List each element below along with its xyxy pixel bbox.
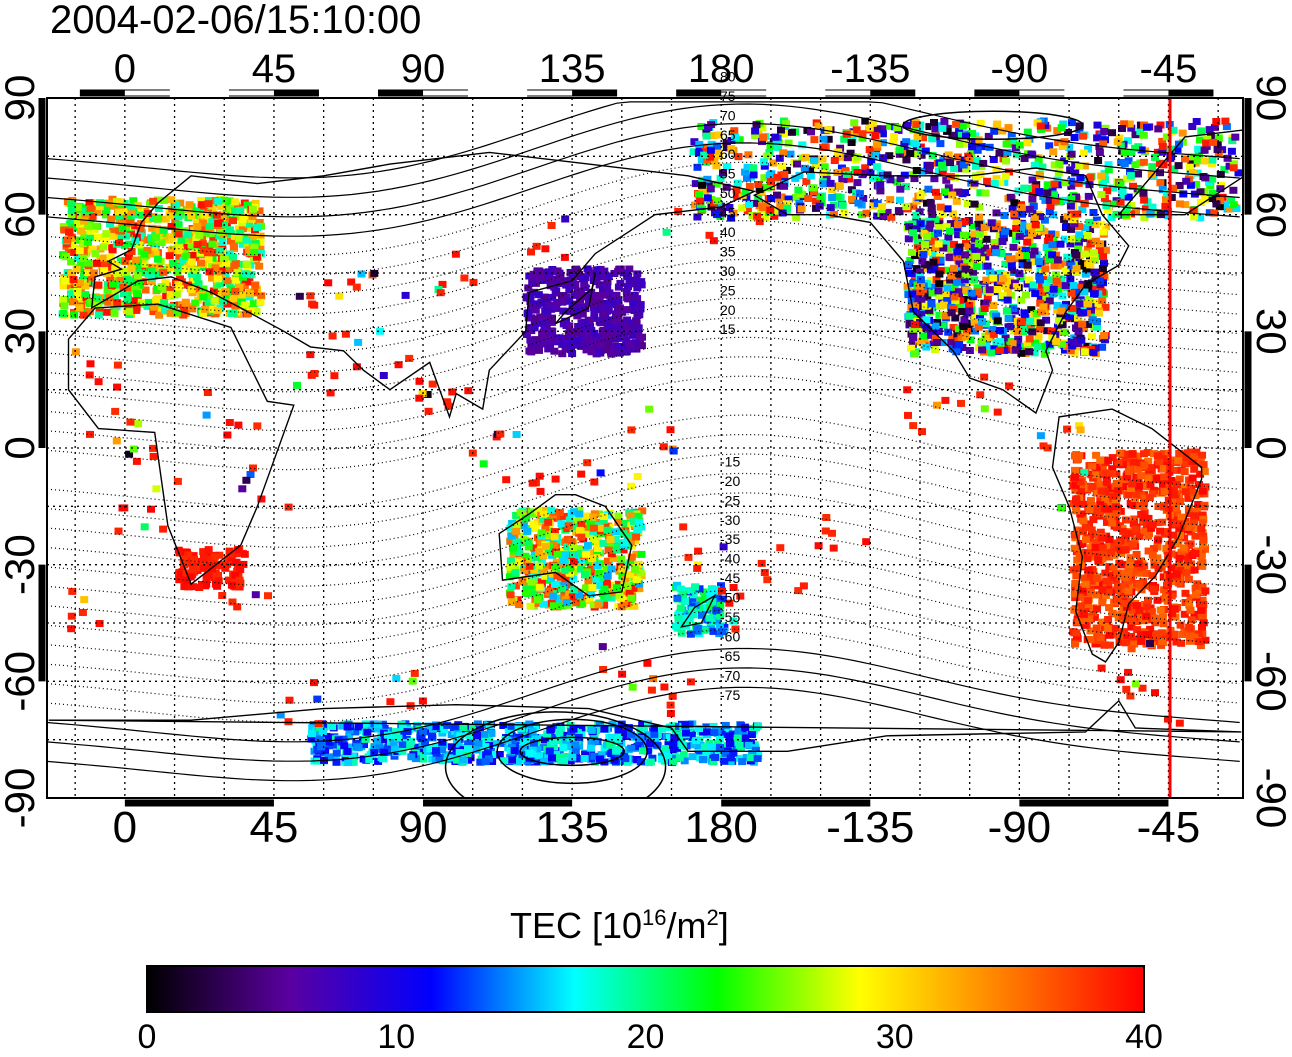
contour-label: -65 xyxy=(720,648,740,664)
contour-label: -15 xyxy=(720,453,740,469)
contour-label: 55 xyxy=(720,166,736,182)
lat-tick-label-right: -60 xyxy=(1248,651,1292,712)
lon-tick-label-bottom: 90 xyxy=(399,803,448,852)
colorbar-tick-label: 30 xyxy=(875,1018,914,1056)
graticule xyxy=(47,98,1243,798)
lon-tick-label-top: 45 xyxy=(252,47,297,91)
contour-label: -60 xyxy=(720,628,740,644)
map-frame xyxy=(46,97,1244,799)
tec-region-southern-africa xyxy=(174,546,249,591)
tec-scattered xyxy=(67,173,1184,728)
lat-tick-label-right: 60 xyxy=(1248,191,1292,238)
lon-tick-label-top: -90 xyxy=(990,47,1048,91)
lon-tick-label-bottom: -90 xyxy=(988,803,1052,852)
tec-region-new-zealand xyxy=(671,581,729,638)
contour-label: 70 xyxy=(720,107,736,123)
contour-label: 20 xyxy=(720,302,736,318)
contour-label: -55 xyxy=(720,609,740,625)
contour-label: -20 xyxy=(720,473,740,489)
lon-tick-label-bottom: 45 xyxy=(249,803,298,852)
tec-region-japan-east-asia xyxy=(522,265,646,358)
contour-label: 80 xyxy=(720,68,736,84)
contour-label: 75 xyxy=(720,88,736,104)
contour-label: 65 xyxy=(720,127,736,143)
colorbar-tick-label: 40 xyxy=(1125,1018,1163,1056)
contour-label: 15 xyxy=(720,321,736,337)
lon-tick-label-bottom: 0 xyxy=(113,803,137,852)
tec-map: 0045459090135135180180-135-135-90-90-45-… xyxy=(0,47,1292,852)
lon-tick-label-top: 180 xyxy=(688,47,755,91)
lat-tick-label-right: 30 xyxy=(1248,308,1292,355)
colorbar-tick-label: 0 xyxy=(137,1018,157,1056)
lat-tick-label-left: 60 xyxy=(0,191,43,238)
colorbar-tick-label: 10 xyxy=(377,1018,416,1056)
lat-tick-label-left: 30 xyxy=(0,308,43,355)
lon-tick-label-bottom: -135 xyxy=(826,803,914,852)
lon-tick-label-bottom: -45 xyxy=(1137,803,1201,852)
lon-tick-label-top: 135 xyxy=(539,47,606,91)
contour-label: 30 xyxy=(720,263,736,279)
magnetic-latitude-contours xyxy=(47,101,1240,798)
lat-tick-label-left: -90 xyxy=(0,768,43,829)
lon-tick-label-top: 0 xyxy=(114,47,136,91)
contour-label: -70 xyxy=(720,667,740,683)
colorbar-tick-label: 20 xyxy=(626,1018,665,1056)
lat-tick-label-right: -90 xyxy=(1248,768,1292,829)
colorbar-gradient xyxy=(146,965,1145,1013)
colorbar-title: TEC [1016/m2] xyxy=(510,905,729,946)
lon-tick-label-top: -45 xyxy=(1140,47,1198,91)
contour-labels: 80 75 70 65 60 55 50 45 40 35 30 25 20 15 -15 -20 -25 -30… xyxy=(720,68,740,702)
map-axes: 0045459090135135180180-135-135-90-90-45-… xyxy=(0,47,1292,852)
lat-tick-label-left: 90 xyxy=(0,75,43,122)
lat-tick-label-left: -30 xyxy=(0,534,43,595)
contour-label: 45 xyxy=(720,205,736,221)
contour-label: 35 xyxy=(720,243,736,259)
lat-tick-label-left: -60 xyxy=(0,651,43,712)
contour-label: 50 xyxy=(720,185,736,201)
timestamp-title: 2004-02-06/15:10:00 xyxy=(50,0,422,42)
contour-label: -25 xyxy=(720,492,740,508)
tec-region-europe xyxy=(58,195,266,319)
contour-label: 40 xyxy=(720,224,736,240)
tec-region-north-america xyxy=(903,215,1111,358)
lon-tick-label-top: -135 xyxy=(830,47,910,91)
lon-tick-label-bottom: 180 xyxy=(684,803,757,852)
lat-tick-label-right: 90 xyxy=(1248,75,1292,122)
contour-label: 60 xyxy=(720,146,736,162)
contour-label: -50 xyxy=(720,590,740,606)
tec-region-australia xyxy=(505,506,647,611)
contour-label: -40 xyxy=(720,551,740,567)
coastlines xyxy=(48,129,1243,752)
contour-label: -75 xyxy=(720,687,740,703)
lon-tick-label-bottom: 135 xyxy=(535,803,608,852)
lat-tick-label-right: -30 xyxy=(1248,534,1292,595)
contour-label: -30 xyxy=(720,512,740,528)
contour-label: -45 xyxy=(720,570,740,586)
contour-label: -35 xyxy=(720,531,740,547)
lat-tick-label-left: 0 xyxy=(0,436,43,459)
contour-label: 25 xyxy=(720,282,736,298)
lat-tick-label-right: 0 xyxy=(1248,436,1292,459)
lon-tick-label-top: 90 xyxy=(401,47,446,91)
